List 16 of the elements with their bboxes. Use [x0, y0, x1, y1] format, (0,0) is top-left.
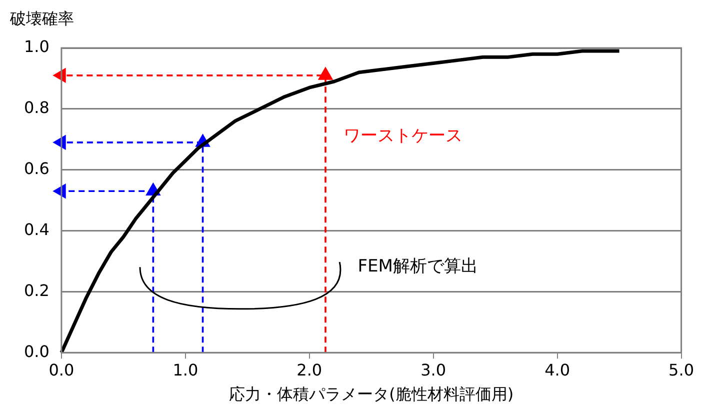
annotation: ワーストケース: [343, 126, 462, 146]
x-axis-title: 応力・体積パラメータ(脆性材料評価用): [229, 384, 514, 404]
x-tick-label: 0.0: [48, 360, 74, 380]
y-axis-title: 破壊確率: [9, 9, 74, 28]
y-tick-label: 0.4: [24, 220, 50, 239]
x-tick-label: 4.0: [544, 360, 570, 380]
x-tick-label: 1.0: [172, 360, 198, 380]
y-tick-label: 0.8: [24, 98, 50, 118]
y-tick-label: 0.0: [24, 342, 50, 361]
x-tick-label: 5.0: [668, 360, 694, 380]
y-tick-label: 1.0: [24, 37, 50, 56]
y-tick-label: 0.2: [24, 280, 50, 300]
y-tick-label: 0.6: [24, 158, 50, 178]
x-tick-label: 3.0: [420, 360, 446, 380]
annotation: FEM解析で算出: [358, 256, 478, 277]
x-tick-label: 2.0: [296, 360, 322, 380]
